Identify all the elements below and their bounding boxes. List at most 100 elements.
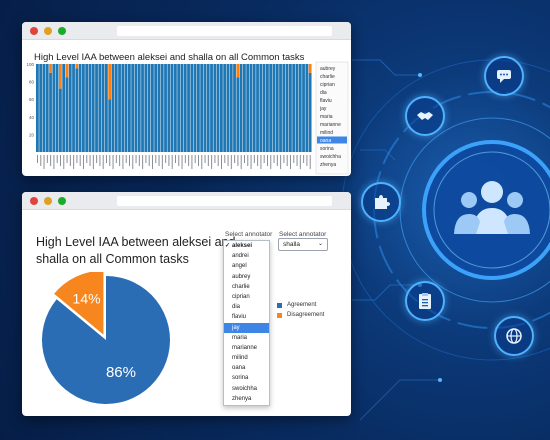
y-tick-label: 20: [29, 132, 35, 137]
bar-agreement: [88, 64, 92, 152]
dropdown-option[interactable]: ciprian: [224, 292, 269, 302]
handshake-icon-button[interactable]: [405, 96, 445, 136]
dropdown-option[interactable]: oana: [224, 363, 269, 373]
dropdown-option[interactable]: andrei: [224, 251, 269, 261]
dropdown-option[interactable]: sorina: [224, 373, 269, 383]
annotator-name-item[interactable]: milind: [320, 130, 333, 136]
chat-icon-button[interactable]: [484, 56, 524, 96]
annotator-dropdown-list[interactable]: ✓ aleksei andrei angel aubrey charlie ciprian d…: [223, 240, 270, 406]
window-title-bar: [22, 22, 351, 40]
dropdown-option-label: swoichha: [232, 385, 258, 392]
bar-agreement: [246, 64, 250, 152]
bar-agreement: [187, 64, 190, 152]
dropdown-option[interactable]: zhenya: [224, 394, 269, 404]
chart-title: High Level IAA between aleksei and shall…: [34, 52, 305, 63]
legend-item-agreement: Agreement: [276, 300, 324, 310]
minimize-dot[interactable]: [44, 27, 52, 35]
dropdown-option[interactable]: aubrey: [224, 272, 269, 282]
annotator-select-2[interactable]: shalla ⌄: [278, 238, 328, 251]
x-tick-label-mark: [119, 155, 121, 166]
address-bar[interactable]: [117, 26, 332, 36]
x-tick-label-mark: [109, 155, 111, 166]
x-tick-label-mark: [293, 155, 295, 163]
x-tick-label-mark: [174, 155, 176, 163]
annotator-name-list[interactable]: [315, 61, 349, 175]
bar-agreement: [52, 64, 56, 152]
pie-legend: Agreement Disagreement: [276, 300, 324, 320]
x-tick-label-mark: [266, 155, 268, 166]
dropdown-option[interactable]: ✓ aleksei: [224, 241, 269, 252]
annotator-name-item[interactable]: oana: [320, 138, 331, 144]
dropdown-option[interactable]: marianne: [224, 343, 269, 353]
x-tick-label-mark: [161, 155, 163, 169]
annotator-name-item[interactable]: maria: [320, 114, 333, 120]
x-tick-label-mark: [296, 155, 298, 166]
annotator-name-highlight[interactable]: [317, 136, 347, 144]
bar-agreement: [141, 64, 144, 152]
x-tick-label-mark: [220, 155, 222, 169]
bar-disagreement: [59, 64, 62, 89]
dropdown-option-label: angel: [232, 263, 247, 270]
x-tick-label-mark: [168, 155, 170, 166]
dropdown-option[interactable]: flaviu: [224, 312, 269, 322]
dropdown-option[interactable]: swoichha: [224, 384, 269, 394]
annotator-name-item[interactable]: sorina: [320, 146, 334, 152]
dropdown-option[interactable]: milind: [224, 353, 269, 363]
bar-agreement: [160, 64, 164, 152]
bar-agreement: [220, 64, 223, 152]
x-tick-label-mark: [125, 155, 127, 163]
bar-agreement: [289, 64, 292, 152]
bar-agreement: [72, 64, 75, 152]
address-bar[interactable]: [117, 196, 332, 206]
annotator-name-item[interactable]: dia: [320, 90, 327, 96]
x-tick-label-mark: [299, 155, 301, 169]
x-tick-label-mark: [178, 155, 180, 166]
annotator-name-item[interactable]: jay: [319, 106, 327, 112]
maximize-dot[interactable]: [58, 197, 66, 205]
x-tick-label-mark: [270, 155, 272, 169]
dropdown-option[interactable]: jay: [224, 322, 269, 333]
bar-agreement: [105, 64, 108, 152]
globe-icon-button[interactable]: [494, 316, 534, 356]
annotator-name-item[interactable]: flaviu: [320, 98, 332, 104]
x-tick-label-mark: [171, 155, 173, 169]
minimize-dot[interactable]: [44, 197, 52, 205]
maximize-dot[interactable]: [58, 27, 66, 35]
annotator-name-item[interactable]: marianne: [320, 122, 341, 128]
dropdown-option[interactable]: angel: [224, 261, 269, 271]
x-tick-label-mark: [227, 155, 229, 166]
dropdown-option[interactable]: dia: [224, 302, 269, 312]
top-browser-window: High Level IAA between aleksei and shall…: [22, 22, 351, 176]
dropdown-option[interactable]: charlie: [224, 282, 269, 292]
bar-agreement: [65, 77, 69, 152]
annotator-name-item[interactable]: swoichha: [320, 154, 341, 160]
y-tick-label: 100: [26, 62, 34, 67]
x-tick-label-mark: [135, 155, 137, 163]
pie-label-disagreement: 14%: [73, 291, 101, 307]
x-tick-label-mark: [306, 155, 308, 166]
annotator-name-item[interactable]: charlie: [320, 74, 335, 80]
handshake-icon: [417, 112, 433, 120]
puzzle-icon-button[interactable]: [361, 182, 401, 222]
close-dot[interactable]: [30, 197, 38, 205]
x-tick-label-mark: [280, 155, 282, 169]
bar-agreement: [183, 64, 187, 152]
x-tick-label-mark: [151, 155, 153, 169]
legend-swatch-disagreement: [277, 313, 282, 318]
close-dot[interactable]: [30, 27, 38, 35]
annotator-name-item[interactable]: zhenya: [320, 162, 336, 168]
x-tick-label-mark: [247, 155, 249, 166]
bar-agreement: [259, 64, 263, 152]
x-tick-label-mark: [204, 155, 206, 163]
annotator-name-item[interactable]: aubrey: [320, 66, 336, 72]
checklist-icon-button[interactable]: [405, 281, 445, 321]
dropdown-option[interactable]: maria: [224, 333, 269, 343]
x-tick-label-mark: [289, 155, 291, 169]
dropdown-option-label: charlie: [232, 283, 250, 290]
annotator-name-item[interactable]: ciprian: [320, 82, 335, 88]
check-icon: ✓: [225, 243, 231, 249]
dropdown-option-label: jay: [232, 324, 240, 331]
x-tick-label-mark: [99, 155, 101, 166]
x-tick-label-mark: [86, 155, 88, 163]
bar-agreement: [167, 64, 171, 152]
